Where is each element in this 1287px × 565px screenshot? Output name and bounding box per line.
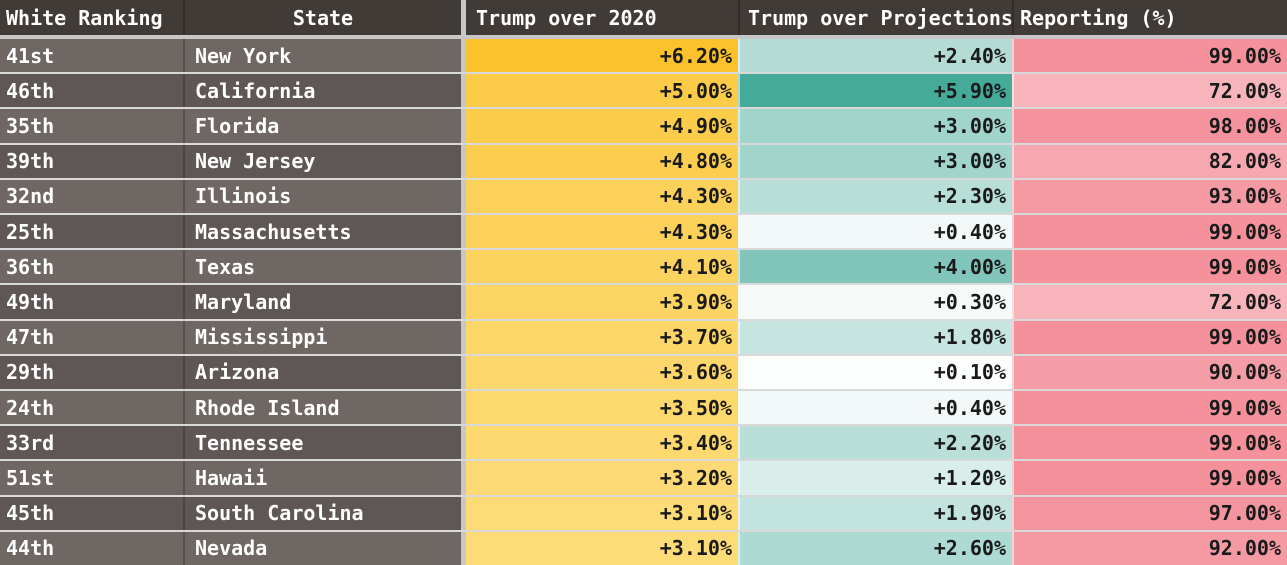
table-row: 46th California +5.00% +5.90% 72.00% bbox=[0, 72, 1287, 108]
table-row: 25th Massachusetts +4.30% +0.40% 99.00% bbox=[0, 213, 1287, 249]
table-row: 51st Hawaii +3.20% +1.20% 99.00% bbox=[0, 459, 1287, 495]
trump-over-2020-cell: +4.30% bbox=[461, 215, 738, 249]
table-row: 44th Nevada +3.10% +2.60% 92.00% bbox=[0, 529, 1287, 565]
trump-over-2020-cell: +4.90% bbox=[461, 109, 738, 143]
reporting-cell: 99.00% bbox=[1012, 215, 1287, 249]
trump-over-projections-cell: +3.00% bbox=[738, 109, 1012, 143]
table-row: 33rd Tennessee +3.40% +2.20% 99.00% bbox=[0, 424, 1287, 460]
header-trump-over-2020: Trump over 2020 bbox=[461, 0, 738, 35]
trump-over-projections-cell: +5.90% bbox=[738, 74, 1012, 108]
table-row: 41st New York +6.20% +2.40% 99.00% bbox=[0, 39, 1287, 73]
state-cell: Hawaii bbox=[183, 461, 461, 495]
table-body: 41st New York +6.20% +2.40% 99.00% 46th … bbox=[0, 39, 1287, 565]
reporting-cell: 93.00% bbox=[1012, 179, 1287, 214]
trump-over-projections-cell: +0.30% bbox=[738, 285, 1012, 319]
white-ranking-cell: 33rd bbox=[0, 426, 183, 460]
state-cell: Texas bbox=[183, 250, 461, 284]
table-row: 24th Rhode Island +3.50% +0.40% 99.00% bbox=[0, 389, 1287, 425]
reporting-cell: 82.00% bbox=[1012, 144, 1287, 178]
state-cell: New York bbox=[183, 39, 461, 73]
trump-over-projections-cell: +2.60% bbox=[738, 531, 1012, 565]
white-ranking-cell: 45th bbox=[0, 496, 183, 530]
trump-over-projections-cell: +3.00% bbox=[738, 144, 1012, 178]
trump-over-projections-cell: +2.40% bbox=[738, 39, 1012, 73]
state-cell: Rhode Island bbox=[183, 391, 461, 425]
table-row: 49th Maryland +3.90% +0.30% 72.00% bbox=[0, 283, 1287, 319]
reporting-cell: 72.00% bbox=[1012, 74, 1287, 108]
trump-over-projections-cell: +1.20% bbox=[738, 461, 1012, 495]
trump-over-2020-cell: +3.90% bbox=[461, 285, 738, 319]
trump-over-2020-cell: +4.80% bbox=[461, 144, 738, 178]
table-header-row: White Ranking State Trump over 2020 Trum… bbox=[0, 0, 1287, 35]
white-ranking-cell: 49th bbox=[0, 285, 183, 319]
trump-over-2020-cell: +5.00% bbox=[461, 74, 738, 108]
trump-over-projections-cell: +0.40% bbox=[738, 391, 1012, 425]
trump-over-2020-cell: +4.10% bbox=[461, 250, 738, 284]
trump-over-projections-cell: +0.10% bbox=[738, 355, 1012, 390]
state-cell: Arizona bbox=[183, 355, 461, 390]
reporting-cell: 90.00% bbox=[1012, 355, 1287, 390]
state-cell: Maryland bbox=[183, 285, 461, 319]
white-ranking-cell: 25th bbox=[0, 215, 183, 249]
white-ranking-cell: 51st bbox=[0, 461, 183, 495]
header-reporting-pct: Reporting (%) bbox=[1012, 0, 1287, 35]
trump-over-projections-cell: +4.00% bbox=[738, 250, 1012, 284]
trump-over-2020-cell: +3.70% bbox=[461, 320, 738, 354]
trump-over-2020-cell: +3.50% bbox=[461, 391, 738, 425]
state-cell: Florida bbox=[183, 109, 461, 143]
reporting-cell: 99.00% bbox=[1012, 250, 1287, 284]
state-cell: Illinois bbox=[183, 179, 461, 214]
trump-over-projections-cell: +1.80% bbox=[738, 320, 1012, 354]
state-cell: Mississippi bbox=[183, 320, 461, 354]
white-ranking-cell: 36th bbox=[0, 250, 183, 284]
reporting-cell: 99.00% bbox=[1012, 39, 1287, 73]
table-row: 45th South Carolina +3.10% +1.90% 97.00% bbox=[0, 494, 1287, 530]
reporting-cell: 72.00% bbox=[1012, 285, 1287, 319]
trump-over-2020-cell: +3.60% bbox=[461, 355, 738, 390]
trump-over-2020-cell: +3.10% bbox=[461, 496, 738, 530]
state-cell: Tennessee bbox=[183, 426, 461, 460]
white-ranking-cell: 32nd bbox=[0, 179, 183, 214]
trump-over-2020-cell: +3.10% bbox=[461, 531, 738, 565]
header-separator bbox=[0, 35, 1287, 39]
reporting-cell: 98.00% bbox=[1012, 109, 1287, 143]
trump-over-projections-cell: +1.90% bbox=[738, 496, 1012, 530]
table-row: 32nd Illinois +4.30% +2.30% 93.00% bbox=[0, 177, 1287, 214]
table-row: 36th Texas +4.10% +4.00% 99.00% bbox=[0, 248, 1287, 284]
trump-over-2020-cell: +3.40% bbox=[461, 426, 738, 460]
white-ranking-cell: 47th bbox=[0, 320, 183, 354]
trump-over-2020-cell: +6.20% bbox=[461, 39, 738, 73]
table-row: 29th Arizona +3.60% +0.10% 90.00% bbox=[0, 353, 1287, 390]
header-trump-over-projections: Trump over Projections bbox=[738, 0, 1012, 35]
header-state: State bbox=[183, 0, 461, 35]
table-row: 35th Florida +4.90% +3.00% 98.00% bbox=[0, 107, 1287, 143]
header-white-ranking: White Ranking bbox=[6, 5, 163, 30]
reporting-cell: 99.00% bbox=[1012, 391, 1287, 425]
white-ranking-cell: 39th bbox=[0, 144, 183, 178]
table-row: 47th Mississippi +3.70% +1.80% 99.00% bbox=[0, 318, 1287, 354]
state-cell: Nevada bbox=[183, 531, 461, 565]
reporting-cell: 99.00% bbox=[1012, 461, 1287, 495]
white-ranking-cell: 41st bbox=[0, 39, 183, 73]
reporting-cell: 97.00% bbox=[1012, 496, 1287, 530]
trump-over-2020-cell: +3.20% bbox=[461, 461, 738, 495]
state-cell: California bbox=[183, 74, 461, 108]
trump-over-2020-cell: +4.30% bbox=[461, 179, 738, 214]
trump-over-projections-cell: +0.40% bbox=[738, 215, 1012, 249]
white-ranking-cell: 44th bbox=[0, 531, 183, 565]
state-cell: South Carolina bbox=[183, 496, 461, 530]
reporting-cell: 99.00% bbox=[1012, 320, 1287, 354]
trump-over-projections-cell: +2.30% bbox=[738, 179, 1012, 214]
table-row: 39th New Jersey +4.80% +3.00% 82.00% bbox=[0, 142, 1287, 178]
white-ranking-cell: 35th bbox=[0, 109, 183, 143]
reporting-cell: 92.00% bbox=[1012, 531, 1287, 565]
reporting-cell: 99.00% bbox=[1012, 426, 1287, 460]
trump-over-projections-cell: +2.20% bbox=[738, 426, 1012, 460]
state-cell: Massachusetts bbox=[183, 215, 461, 249]
white-ranking-cell: 29th bbox=[0, 355, 183, 390]
white-ranking-cell: 46th bbox=[0, 74, 183, 108]
white-ranking-cell: 24th bbox=[0, 391, 183, 425]
state-cell: New Jersey bbox=[183, 144, 461, 178]
